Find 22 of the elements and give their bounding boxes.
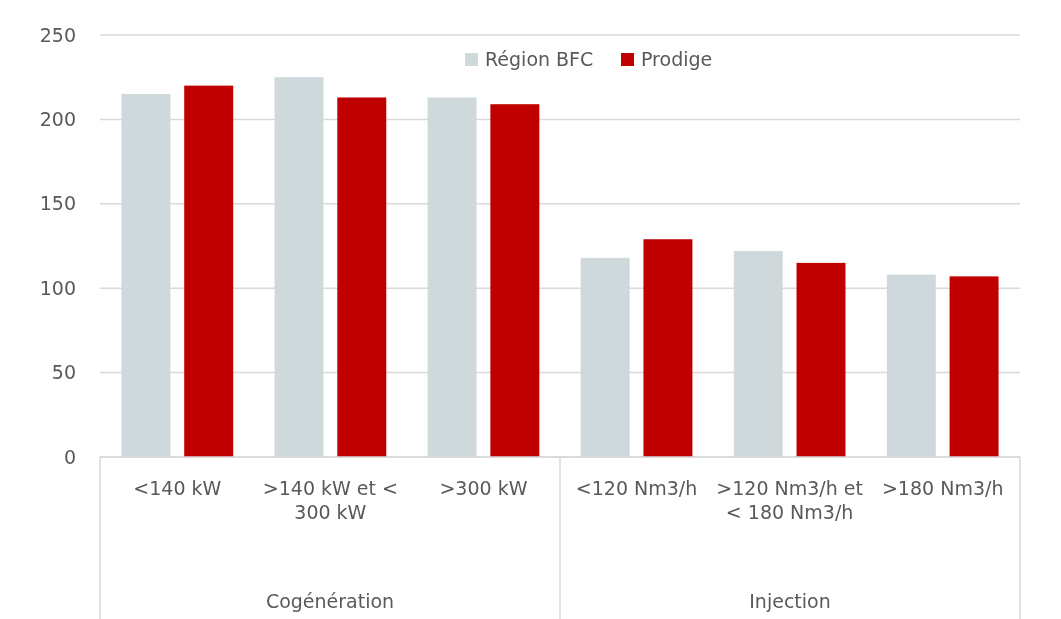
x-tick-label: <120 Nm3/h (575, 477, 698, 499)
y-tick-label: 50 (51, 361, 76, 384)
legend-label: Prodige (641, 48, 713, 71)
y-tick-label: 100 (39, 276, 76, 299)
y-tick-label: 200 (39, 108, 76, 131)
x-tick-label: >120 Nm3/h et < 180 Nm3/h (716, 477, 863, 523)
y-tick-label: 250 (39, 23, 76, 46)
bar (949, 276, 999, 457)
text: Injection (749, 590, 831, 612)
x-tick-label: >300 kW (439, 477, 528, 499)
x-tick-label: <140 kW (133, 477, 222, 499)
legend-label: Région BFC (485, 48, 594, 71)
bar (796, 262, 846, 457)
x-tick-label: >180 Nm3/h (881, 477, 1004, 499)
text: Cogénération (265, 590, 395, 612)
x-tick-label: >140 kW et < 300 kW (262, 477, 398, 523)
bar (643, 239, 693, 457)
y-tick-label: 0 (63, 445, 76, 468)
bar (337, 97, 387, 457)
bar (490, 104, 540, 457)
bar (184, 85, 234, 457)
y-tick-label: 150 (39, 192, 76, 215)
